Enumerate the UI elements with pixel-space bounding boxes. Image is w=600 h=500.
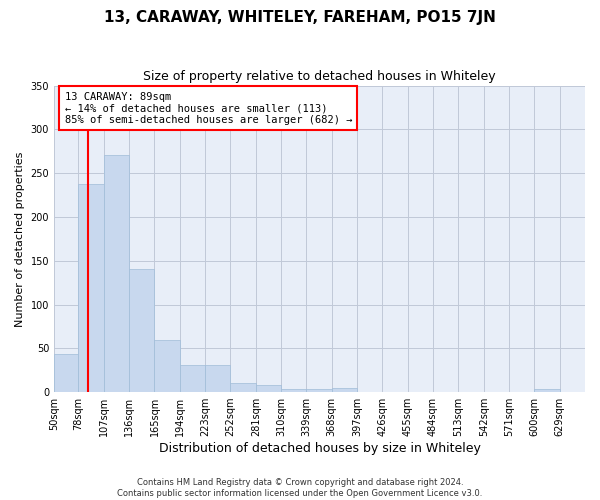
Text: Contains HM Land Registry data © Crown copyright and database right 2024.
Contai: Contains HM Land Registry data © Crown c…	[118, 478, 482, 498]
Bar	[332, 388, 357, 392]
Title: Size of property relative to detached houses in Whiteley: Size of property relative to detached ho…	[143, 70, 496, 83]
Text: 13 CARAWAY: 89sqm
← 14% of detached houses are smaller (113)
85% of semi-detache: 13 CARAWAY: 89sqm ← 14% of detached hous…	[65, 92, 352, 125]
Bar	[180, 365, 205, 392]
Y-axis label: Number of detached properties: Number of detached properties	[15, 151, 25, 326]
Bar	[281, 388, 307, 392]
Bar	[205, 365, 230, 392]
Text: 13, CARAWAY, WHITELEY, FAREHAM, PO15 7JN: 13, CARAWAY, WHITELEY, FAREHAM, PO15 7JN	[104, 10, 496, 25]
Bar	[230, 384, 256, 392]
Bar	[154, 340, 180, 392]
Bar	[129, 270, 154, 392]
Bar	[79, 184, 104, 392]
Bar	[104, 154, 129, 392]
Bar	[256, 385, 281, 392]
X-axis label: Distribution of detached houses by size in Whiteley: Distribution of detached houses by size …	[158, 442, 481, 455]
Bar	[535, 390, 560, 392]
Bar	[54, 354, 79, 392]
Bar	[307, 388, 332, 392]
